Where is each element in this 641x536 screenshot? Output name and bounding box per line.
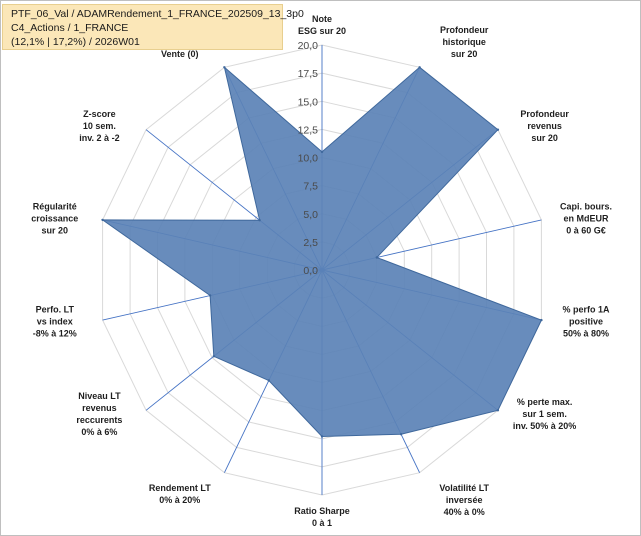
data-point bbox=[375, 256, 378, 259]
tick-label: 2,5 bbox=[303, 237, 318, 249]
axis-label-line: 40% à 0% bbox=[444, 507, 485, 517]
axis-label-line: revenus bbox=[527, 121, 562, 131]
axis-label-line: Profondeur bbox=[520, 109, 569, 119]
data-point bbox=[212, 355, 215, 358]
period-info: (12,1% | 17,2%) / 2026W01 bbox=[11, 36, 140, 48]
axis-label-line: Régularité bbox=[33, 202, 77, 212]
portfolio-info-box: PTF_06_Val / ADAMRendement_1_FRANCE_2025… bbox=[2, 4, 304, 50]
data-point bbox=[496, 128, 500, 131]
tick-label: 15,0 bbox=[298, 96, 319, 108]
axis-label-line: 0 à 60 G€ bbox=[566, 226, 606, 236]
axis-label-line: sur 20 bbox=[42, 226, 69, 236]
tick-label: 10,0 bbox=[298, 153, 319, 165]
axis-label-line: 0% à 20% bbox=[159, 495, 200, 505]
axis-label-line: en MdEUR bbox=[564, 214, 610, 224]
axis-label-line: Ratio Sharpe bbox=[294, 506, 350, 516]
axis-label-line: revenus bbox=[82, 403, 117, 413]
axis-label: Rendement LT 0% à 20% bbox=[149, 483, 211, 505]
tick-label: 7,5 bbox=[303, 181, 318, 193]
axis-label: Z-score 10 sem. inv. 2 à -2 bbox=[79, 109, 119, 143]
axis-label: Régularité croissance sur 20 bbox=[31, 202, 78, 236]
axis-label-line: Profondeur bbox=[440, 25, 489, 35]
axis-label-line: % perfo 1A bbox=[562, 304, 610, 314]
axis-label: Note ESG sur 20 bbox=[298, 14, 346, 36]
axis-label-line: -8% à 12% bbox=[33, 328, 77, 338]
tick-label: 17,5 bbox=[298, 68, 319, 80]
data-point bbox=[540, 318, 543, 322]
axis-label: Profondeur revenus sur 20 bbox=[520, 109, 569, 143]
axis-label-line: 10 sem. bbox=[83, 121, 116, 131]
axis-label: Niveau LT revenus reccurents 0% à 6% bbox=[76, 391, 122, 437]
radar-series bbox=[101, 65, 543, 438]
radial-tick-labels: 0,0 2,5 5,0 7,5 10,0 12,5 15,0 17,5 20,0 bbox=[298, 40, 319, 277]
axis-label-line: Rendement LT bbox=[149, 483, 211, 493]
axis-label-line: sur 1 sem. bbox=[522, 409, 567, 419]
axis-label-line: Z-score bbox=[83, 109, 116, 119]
tick-label: 12,5 bbox=[298, 124, 319, 136]
axis-label-line: positive bbox=[569, 316, 603, 326]
axis-label: Perfo. LT vs index -8% à 12% bbox=[33, 304, 77, 338]
portfolio-name: PTF_06_Val / ADAMRendement_1_FRANCE_2025… bbox=[11, 8, 304, 20]
axis-label-line: % perte max. bbox=[517, 397, 573, 407]
axis-label-line: Perfo. LT bbox=[36, 304, 75, 314]
axis-label-line: 0 à 1 bbox=[312, 518, 332, 528]
axis-label-line: Capi. bours. bbox=[560, 202, 612, 212]
axis-label: % perte max. sur 1 sem. inv. 50% à 20% bbox=[513, 397, 576, 431]
data-point bbox=[101, 218, 104, 222]
data-point bbox=[223, 66, 226, 69]
tick-label: 0,0 bbox=[303, 265, 318, 277]
data-point bbox=[399, 433, 403, 436]
tick-label: 20,0 bbox=[298, 40, 319, 52]
axis-label-line: vs index bbox=[37, 316, 73, 326]
axis-label-line: sur 20 bbox=[531, 133, 558, 143]
tick-label: 5,0 bbox=[303, 209, 318, 221]
axis-label-line: croissance bbox=[31, 214, 78, 224]
axis-label: Volatilité LT inversée 40% à 0% bbox=[439, 483, 489, 517]
axis-label: % perfo 1A positive 50% à 80% bbox=[562, 304, 610, 338]
axis-label-line: inv. 2 à -2 bbox=[79, 133, 119, 143]
axis-label-line: 0% à 6% bbox=[81, 427, 117, 437]
axis-label-line: historique bbox=[442, 37, 486, 47]
axis-label-line: Volatilité LT bbox=[439, 483, 489, 493]
axis-label-line: inv. 50% à 20% bbox=[513, 421, 576, 431]
data-point bbox=[258, 219, 261, 222]
data-point bbox=[208, 294, 212, 297]
axis-label: Capi. bours. en MdEUR 0 à 60 G€ bbox=[560, 202, 612, 236]
axis-label: Profondeur historique sur 20 bbox=[440, 25, 489, 59]
axis-label-line: Vente (0) bbox=[161, 49, 199, 59]
axis-label-line: ESG sur 20 bbox=[298, 26, 346, 36]
data-point bbox=[320, 150, 324, 154]
data-point bbox=[496, 409, 500, 412]
data-point bbox=[267, 379, 270, 382]
axis-label-line: 50% à 80% bbox=[563, 328, 609, 338]
asset-class: C4_Actions / 1_FRANCE bbox=[11, 22, 129, 34]
axis-label: Ratio Sharpe 0 à 1 bbox=[294, 506, 350, 528]
axis-label-line: sur 20 bbox=[451, 49, 478, 59]
data-point bbox=[418, 66, 421, 69]
axis-label-line: inversée bbox=[446, 495, 483, 505]
data-point bbox=[320, 435, 324, 438]
axis-label-line: Note bbox=[312, 14, 332, 24]
axis-label-line: Niveau LT bbox=[78, 391, 121, 401]
axis-label-line: reccurents bbox=[76, 415, 122, 425]
